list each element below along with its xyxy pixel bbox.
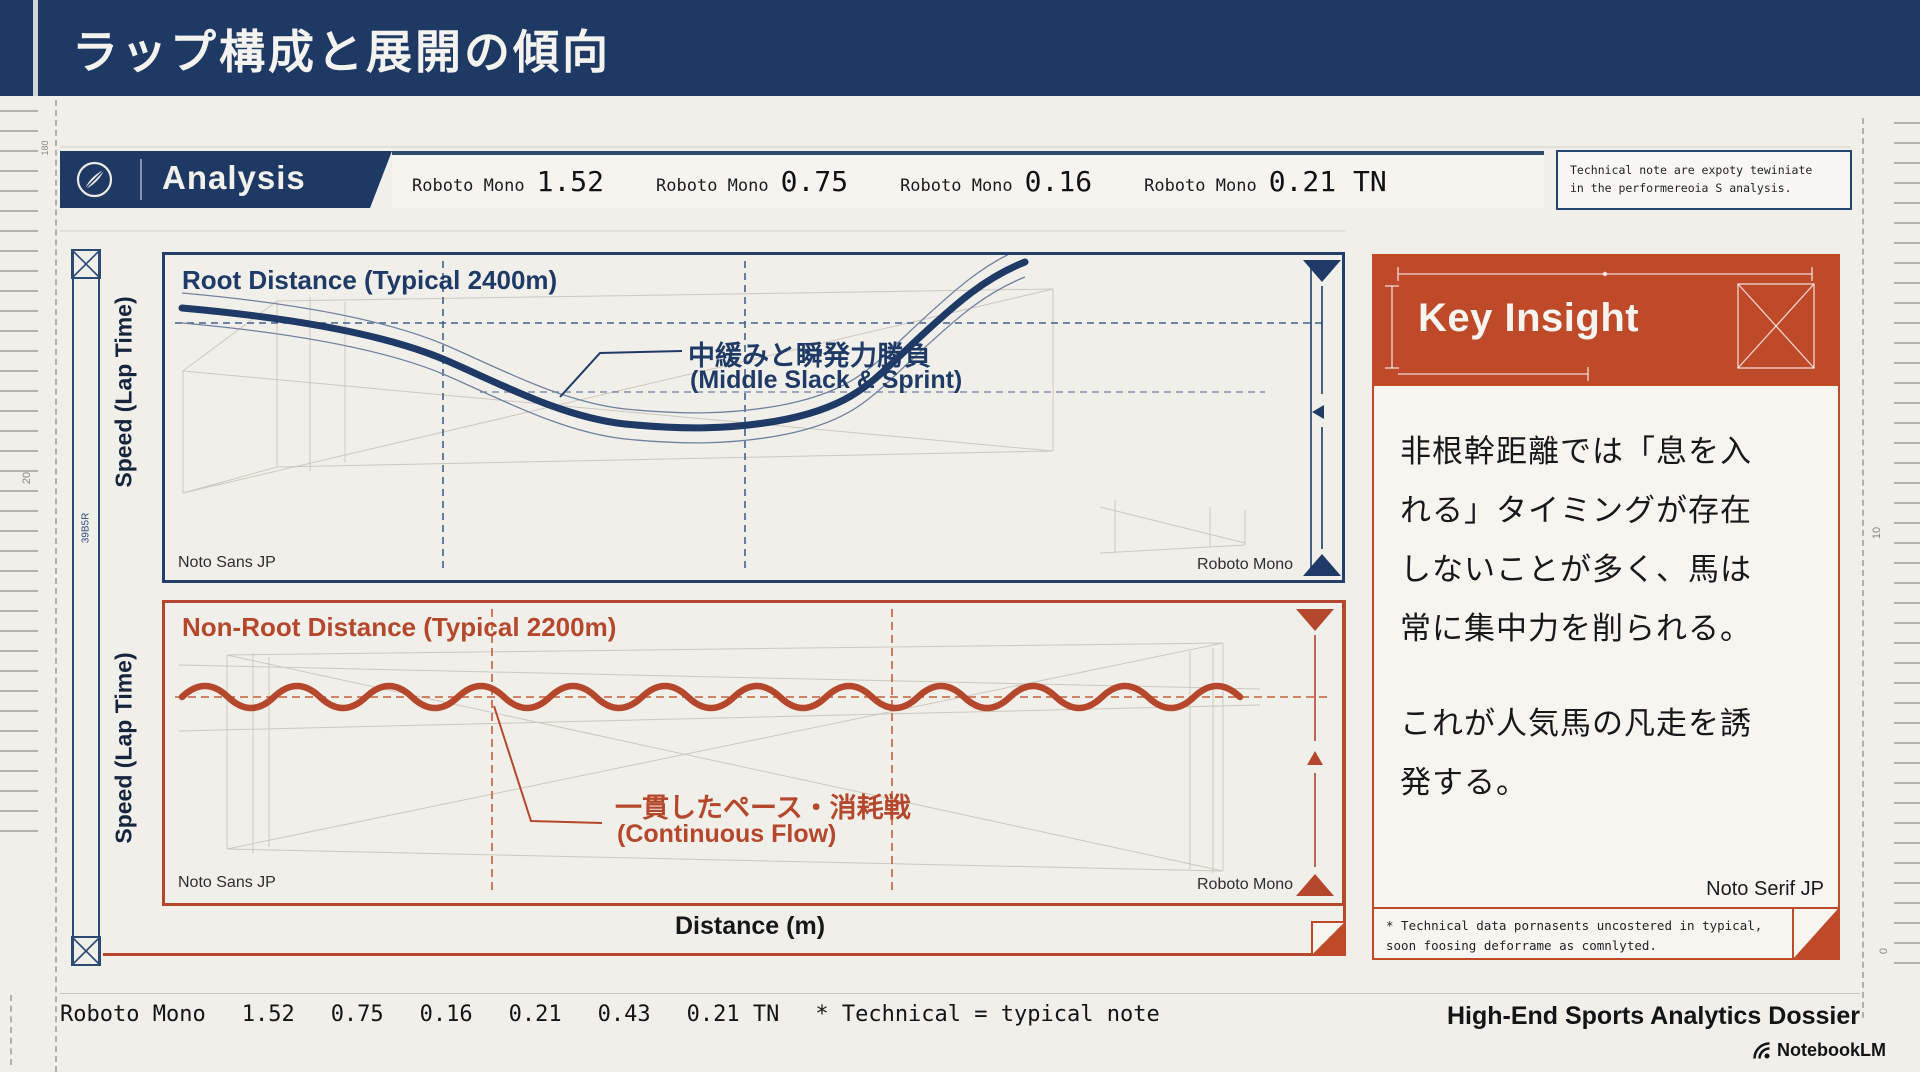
strip-code-label: 39B5R (80, 512, 92, 544)
metric-value: 0.16 (1024, 165, 1093, 198)
key-insight-font-label: Noto Serif JP (1706, 878, 1824, 900)
metric-item: Roboto Mono 0.16 (900, 165, 1092, 198)
ruler-number-right-mid: 10 (1871, 526, 1883, 540)
page-title: ラップ構成と展開の傾向 (72, 26, 611, 78)
technical-note-line2: in the performereoia S analysis. (1570, 181, 1792, 196)
nonroot-chart-font-label-right: Roboto Mono (1197, 876, 1294, 893)
root-chart-font-label-right: Roboto Mono (1197, 556, 1294, 573)
analysis-divider (140, 159, 142, 200)
root-chart-annotation-en: (Middle Slack & Sprint) (690, 366, 963, 394)
key-insight-footnote-text: * Technical data pornasents uncostered i… (1386, 916, 1762, 956)
footer-segment: 1.52 (241, 1002, 295, 1027)
registration-xbox-icon (71, 936, 101, 966)
footer-segment: Roboto Mono (60, 1002, 206, 1027)
metric-item: Roboto Mono 0.75 (656, 165, 848, 198)
metric-label: Roboto Mono (656, 176, 769, 196)
nonroot-distance-chart-plot (175, 609, 1334, 896)
root-chart-font-label-left: Noto Sans JP (178, 554, 276, 571)
key-insight-header: Key Insight (1372, 254, 1840, 386)
nonroot-chart-annotation-jp: 一貫したペース・消耗戦 (615, 793, 911, 823)
metric-item: Roboto Mono 1.52 (412, 165, 604, 198)
metric-value: 0.21 TN (1268, 165, 1387, 198)
x-axis-label: Distance (m) (674, 912, 826, 940)
divider-line-top (60, 146, 1850, 148)
nonroot-chart-y-axis-label: Speed (Lap Time) (110, 652, 137, 844)
right-guide-dashed-line (1862, 118, 1864, 1018)
nonroot-chart-annotation-en: (Continuous Flow) (617, 820, 837, 848)
footer-segment: 0.75 (330, 1002, 384, 1027)
corner-fold-icon (1311, 921, 1346, 956)
root-chart-annotation-jp: 中緩みと瞬発力勝負 (688, 341, 931, 371)
analysis-tab (60, 151, 392, 208)
key-insight-footnote-box: * Technical data pornasents uncostered i… (1372, 907, 1840, 960)
metric-label: Roboto Mono (1144, 176, 1257, 196)
footer-segment: 0.43 (597, 1002, 651, 1027)
compass-icon (76, 161, 113, 198)
metric-value: 1.52 (536, 165, 605, 198)
blueprint-measure-icon (1385, 267, 1815, 381)
nonroot-chart-font-label-left: Noto Sans JP (178, 874, 276, 891)
left-registration-strip (72, 250, 100, 966)
footer-divider (60, 993, 1860, 994)
notebooklm-logo-icon (1753, 1041, 1770, 1059)
metric-label: Roboto Mono (900, 176, 1013, 196)
nonroot-distance-chart-panel (162, 600, 1345, 906)
registration-xbox-icon (71, 249, 101, 279)
footer-segment: 0.21 (508, 1002, 562, 1027)
metric-item: Roboto Mono 0.21 TN (1144, 165, 1387, 198)
notebooklm-brand-text: NotebookLM (1777, 1040, 1886, 1060)
ruler-number-right-bottom: 0 (1878, 947, 1890, 955)
root-chart-title: Root Distance (Typical 2400m) (182, 265, 558, 295)
footer-segment: 0.21 TN (686, 1002, 780, 1027)
metric-label: Roboto Mono (412, 176, 525, 196)
key-insight-panel: Key Insight 非根幹距離では「息を入 れる」タイミングが存在 しないこ… (1372, 254, 1840, 960)
technical-note-box: Technical note are expoty tewiniate in t… (1556, 150, 1852, 210)
key-insight-paragraph-2: これが人気馬の凡走を誘 発する。 (1400, 706, 1752, 800)
metric-value: 0.75 (780, 165, 849, 198)
divider-line-mid (60, 230, 1345, 232)
header-bar: ラップ構成と展開の傾向 (0, 0, 1920, 96)
footer-segment: * Technical = typical note (815, 1002, 1160, 1027)
root-chart-y-axis-label: Speed (Lap Time) (110, 296, 137, 488)
key-insight-body: 非根幹距離では「息を入 れる」タイミングが存在 しないことが多く、馬は 常に集中… (1372, 386, 1840, 907)
header-accent-stripe (33, 0, 38, 96)
root-distance-chart-plot (175, 255, 1341, 576)
outer-frame-right-line (1343, 600, 1346, 956)
footer-metrics: Roboto Mono 1.52 0.75 0.16 0.21 0.43 0.2… (60, 1002, 1160, 1027)
footer-segment: 0.16 (419, 1002, 473, 1027)
analysis-label: Analysis (162, 159, 306, 196)
footnote-line1: * Technical data pornasents uncostered i… (1386, 918, 1763, 933)
footnote-line2: soon foosing deforrame as comnlyted. (1386, 938, 1657, 953)
technical-note-line1: Technical note are expoty tewiniate (1570, 163, 1813, 177)
left-guide-dashed-line (55, 100, 57, 1072)
root-distance-chart-panel (162, 252, 1345, 583)
left-bottom-dashed-mark (10, 995, 12, 1065)
left-ruler-ticks (0, 110, 38, 846)
footer-dossier-title: High-End Sports Analytics Dossier (1446, 1002, 1860, 1030)
key-insight-paragraph-1: 非根幹距離では「息を入 れる」タイミングが存在 しないことが多く、馬は 常に集中… (1400, 434, 1752, 646)
right-ruler-ticks (1894, 122, 1920, 966)
outer-frame-bottom-line (103, 953, 1345, 956)
notebooklm-brand: NotebookLM (1752, 1040, 1886, 1061)
ruler-number-left-mid: 20 (21, 471, 33, 485)
key-insight-title: Key Insight (1418, 296, 1640, 340)
analysis-metrics-strip: Roboto Mono 1.52 Roboto Mono 0.75 Roboto… (392, 151, 1544, 208)
ruler-number-left-top: 180 (40, 140, 50, 156)
corner-fold-icon (1792, 909, 1838, 958)
nonroot-chart-title: Non-Root Distance (Typical 2200m) (182, 612, 617, 642)
